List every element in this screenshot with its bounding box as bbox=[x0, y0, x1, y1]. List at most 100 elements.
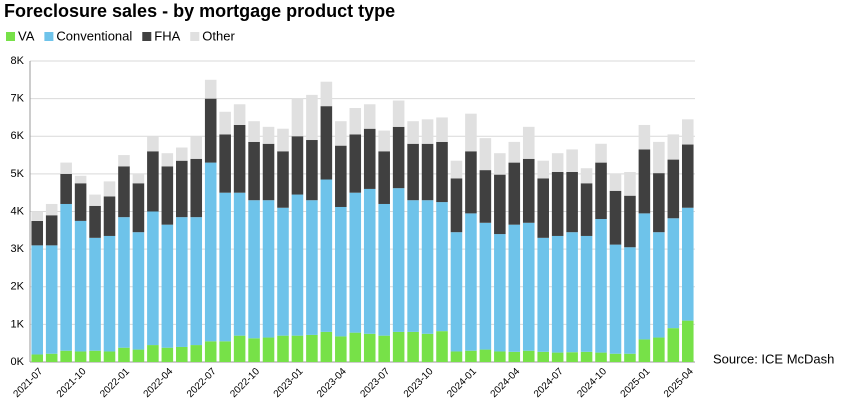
x-tick-label: 2022-01 bbox=[98, 366, 132, 400]
bar-segment bbox=[248, 200, 260, 339]
bar-segment bbox=[89, 237, 101, 351]
bar-segment bbox=[421, 119, 434, 144]
bar-segment bbox=[465, 113, 477, 152]
bar-segment bbox=[450, 232, 463, 352]
y-tick-label: 6K bbox=[11, 130, 25, 142]
bar-segment bbox=[320, 106, 333, 180]
bar-segment bbox=[508, 141, 521, 163]
bar-segment bbox=[190, 345, 203, 362]
bar-segment bbox=[421, 143, 434, 201]
bar-segment bbox=[537, 178, 549, 238]
bar-segment bbox=[624, 171, 636, 196]
bar-segment bbox=[103, 235, 116, 352]
bar-segment bbox=[291, 335, 304, 362]
bar-segment bbox=[190, 136, 203, 159]
bar-segment bbox=[638, 124, 651, 150]
bar-segment bbox=[248, 338, 260, 362]
bar-segment bbox=[363, 333, 376, 362]
bar-segment bbox=[89, 194, 101, 206]
bar-segment bbox=[291, 136, 304, 195]
bar-segment bbox=[551, 235, 564, 353]
legend-label: Other bbox=[202, 28, 235, 43]
bar-segment bbox=[595, 352, 607, 362]
bar-segment bbox=[306, 140, 318, 201]
x-tick-label: 2023-07 bbox=[358, 366, 392, 400]
bar-segment bbox=[74, 183, 87, 221]
bar-segment bbox=[681, 119, 694, 145]
bar-segment bbox=[349, 192, 362, 333]
bar-segment bbox=[277, 151, 289, 208]
bar-segment bbox=[219, 134, 231, 193]
bar-segment bbox=[580, 351, 593, 362]
bar-segment bbox=[378, 203, 390, 336]
bar-segment bbox=[248, 121, 260, 142]
bar-segment bbox=[667, 218, 680, 329]
legend-label: VA bbox=[18, 28, 35, 43]
bar-segment bbox=[378, 335, 390, 362]
bar-segment bbox=[335, 206, 347, 337]
y-tick-label: 5K bbox=[11, 168, 25, 180]
bar-segment bbox=[465, 350, 477, 362]
x-tick-label: 2024-01 bbox=[445, 366, 479, 400]
bar-segment bbox=[31, 211, 44, 221]
bar-segment bbox=[349, 134, 362, 193]
bar-segment bbox=[132, 183, 145, 233]
bar-segment bbox=[204, 79, 217, 99]
bar-segment bbox=[291, 98, 304, 137]
bar-segment bbox=[233, 192, 246, 336]
bar-segment bbox=[349, 332, 362, 362]
bar-segment bbox=[176, 160, 188, 218]
bar-segment bbox=[60, 173, 72, 204]
bar-segment bbox=[566, 171, 578, 233]
x-tick-label: 2022-10 bbox=[228, 366, 262, 400]
bar-segment bbox=[89, 350, 101, 362]
bar-segment bbox=[653, 337, 665, 362]
bar-segment bbox=[103, 351, 116, 362]
bar-segment bbox=[306, 334, 318, 362]
bar-segment bbox=[132, 349, 145, 362]
bar-segment bbox=[580, 235, 593, 352]
bar-segment bbox=[551, 352, 564, 362]
bar-segment bbox=[508, 162, 521, 225]
bar-segment bbox=[277, 128, 289, 152]
bar-segment bbox=[508, 351, 521, 362]
bar-segment bbox=[262, 143, 275, 201]
bar-segment bbox=[204, 98, 217, 163]
bar-segment bbox=[118, 155, 130, 167]
bar-segment bbox=[45, 203, 58, 216]
bar-segment bbox=[89, 205, 101, 238]
bar-segment bbox=[118, 166, 130, 218]
bar-segment bbox=[60, 162, 72, 174]
legend-swatch bbox=[44, 32, 54, 41]
bar-segment bbox=[147, 211, 159, 346]
x-tick-label: 2024-07 bbox=[532, 366, 566, 400]
bar-segment bbox=[363, 128, 376, 189]
bar-segment bbox=[436, 331, 448, 362]
bar-segment bbox=[653, 232, 665, 338]
bar-segment bbox=[74, 351, 87, 362]
bar-segment bbox=[335, 121, 347, 146]
bar-segment bbox=[190, 158, 203, 218]
x-tick-label: 2023-10 bbox=[402, 366, 436, 400]
bar-segment bbox=[45, 215, 58, 246]
bar-segment bbox=[262, 200, 275, 338]
bar-segment bbox=[479, 222, 492, 350]
bar-segment bbox=[31, 245, 44, 355]
bar-segment bbox=[681, 144, 694, 208]
bar-segment bbox=[248, 141, 260, 201]
bar-segment bbox=[147, 151, 159, 212]
bar-segment bbox=[465, 151, 477, 214]
bar-segment bbox=[624, 195, 636, 248]
bar-segment bbox=[132, 173, 145, 184]
bar-segment bbox=[161, 166, 174, 225]
y-tick-label: 0K bbox=[11, 356, 25, 368]
bar-segment bbox=[392, 188, 405, 332]
bar-segment bbox=[118, 217, 130, 348]
bar-segment bbox=[638, 213, 651, 340]
bar-segment bbox=[233, 124, 246, 193]
bar-segment bbox=[74, 220, 87, 352]
bar-segment bbox=[320, 331, 333, 362]
bar-segment bbox=[176, 217, 188, 347]
